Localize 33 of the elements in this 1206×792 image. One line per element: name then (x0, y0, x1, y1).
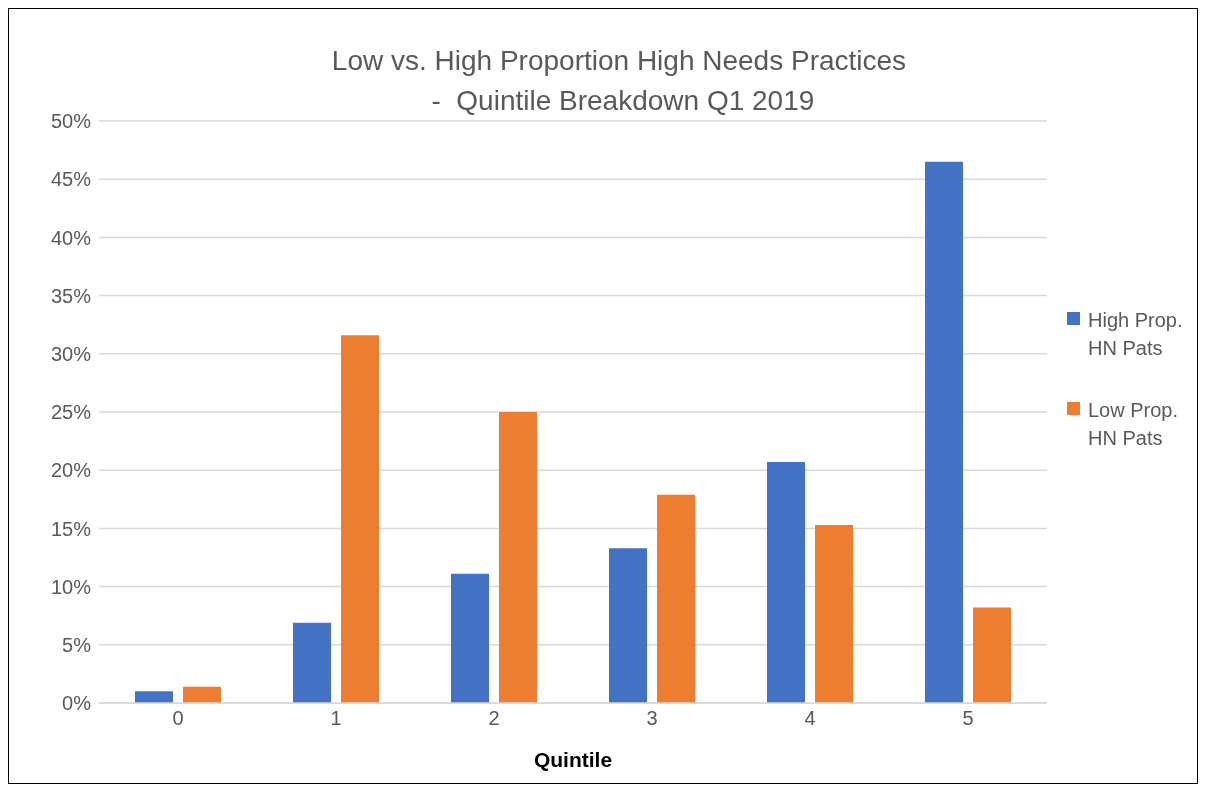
y-tick-label: 20% (50, 459, 92, 482)
bar (767, 462, 805, 703)
y-tick-label: 5% (62, 633, 92, 656)
bar (341, 335, 379, 703)
y-tick-label: 45% (50, 168, 92, 191)
x-tick-label: 3 (646, 707, 658, 730)
legend-label: High Prop. HN Pats (1088, 308, 1184, 361)
y-tick-label: 50% (50, 110, 92, 133)
bar (183, 686, 221, 703)
y-tick-label: 10% (50, 575, 92, 598)
bar (451, 573, 489, 703)
x-tick-label: 4 (804, 707, 816, 730)
bar (293, 622, 331, 703)
y-tick-label: 0% (62, 692, 92, 715)
bar (925, 161, 963, 703)
x-tick-label: 2 (488, 707, 500, 730)
y-tick-label: 30% (50, 342, 92, 365)
bar (657, 494, 695, 703)
y-tick-label: 25% (50, 401, 92, 424)
y-tick-label: 40% (50, 226, 92, 249)
bar (973, 607, 1011, 703)
x-axis-title: Quintile (533, 748, 613, 771)
bar (135, 691, 173, 703)
x-tick-label: 0 (172, 707, 184, 730)
chart-title: Low vs. High Proportion High Needs Practices - Quintile Breakdown Q1 2019 (330, 44, 908, 116)
y-tick-label: 35% (50, 284, 92, 307)
y-tick-label: 15% (50, 517, 92, 540)
bar (499, 412, 537, 703)
bar (609, 548, 647, 703)
x-tick-label: 1 (330, 707, 342, 730)
x-tick-label: 5 (962, 707, 974, 730)
legend-label: Low Prop. HN Pats (1088, 398, 1180, 451)
bar (815, 524, 853, 703)
